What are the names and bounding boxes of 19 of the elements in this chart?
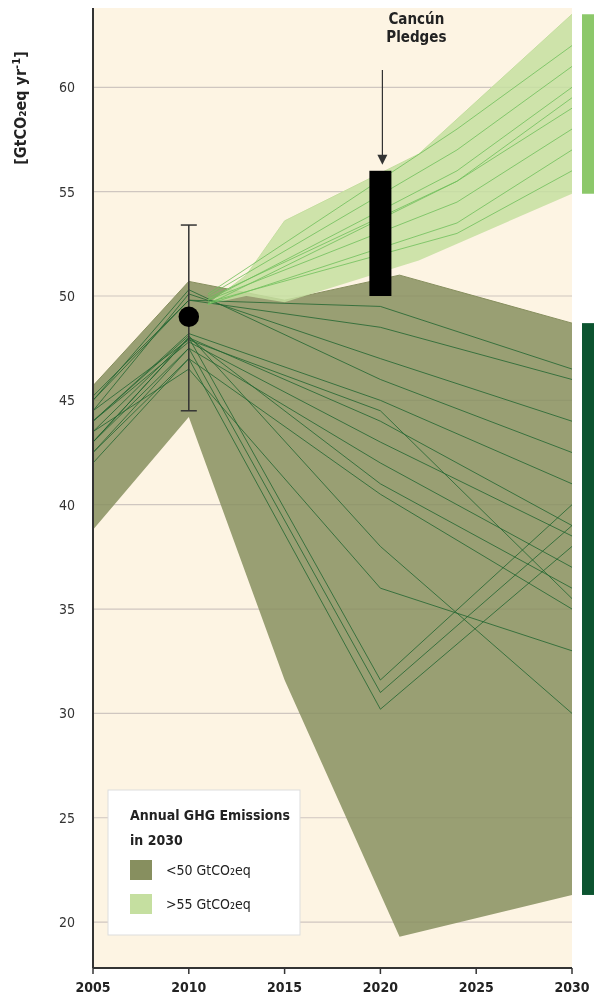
y-tick-label: 35 [58,600,75,617]
y-tick-label: 60 [58,79,75,96]
annotation: Cancún Pledges [386,10,447,46]
x-tick-label: 2010 [171,979,207,995]
y-tick-label: 25 [58,809,75,826]
y-tick-label: 30 [58,705,75,722]
x-tick-label: 2015 [267,979,303,995]
y-tick-label: 20 [58,913,75,930]
x-tick-label: 2005 [75,979,111,995]
y-tick-label: 40 [58,496,75,513]
y-tick-label: 55 [58,183,75,200]
legend-label: >55 GtCO₂eq [166,896,251,912]
x-tick-label: 2020 [362,979,399,995]
legend-title: Annual GHG Emissions in 2030 [130,807,290,848]
x-tick-label: 2030 [554,979,590,995]
legend-label: <50 GtCO₂eq [166,862,251,878]
x-tick-label: 2025 [458,979,494,995]
y-tick-label: 45 [58,392,75,409]
y-tick-label: 50 [58,287,75,304]
